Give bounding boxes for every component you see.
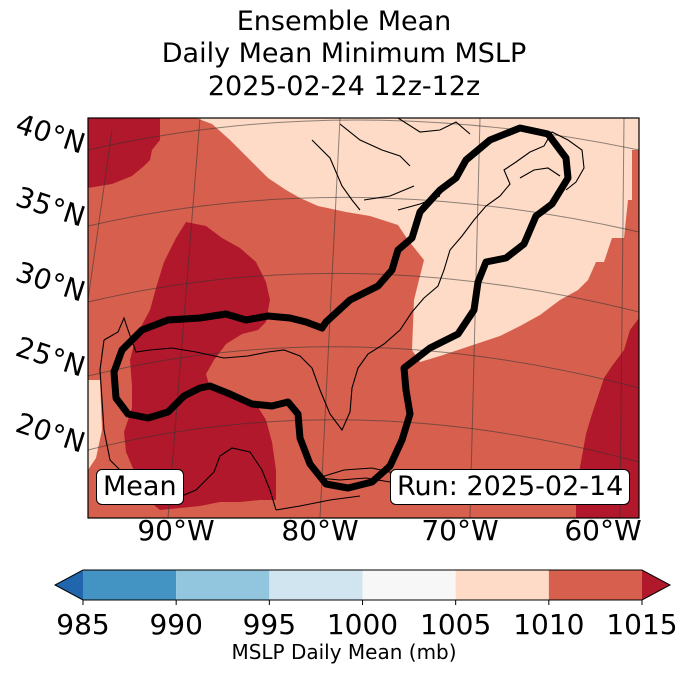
colorbar-bin-1000-1005: [362, 570, 456, 600]
mean-label-box: Mean: [96, 469, 184, 505]
coastline-hudson-bay: [397, 118, 471, 135]
lon-label-60w: 60°W: [564, 514, 641, 547]
colorbar-ticks: 985 990 995 1000 1005 1010 1015: [56, 600, 678, 641]
parallel-35n: [88, 196, 639, 233]
colorbar-axis-label: MSLP Daily Mean (mb): [231, 640, 457, 664]
chart-title-line-2: Daily Mean Minimum MSLP: [161, 38, 527, 69]
lat-label-20n: 20°N: [12, 406, 89, 459]
colorbar-tick-label-990: 990: [149, 608, 202, 641]
lat-labels: 40°N 35°N 30°N 25°N 20°N: [12, 107, 89, 459]
colorbar-tick-label-995: 995: [243, 608, 296, 641]
chart-title-line-1: Ensemble Mean: [236, 6, 452, 37]
lon-labels: 90°W 80°W 70°W 60°W: [137, 514, 641, 547]
contour-outline: [110, 124, 572, 492]
colorbar-extend-under: [55, 570, 83, 600]
coastline-central-america: [275, 495, 361, 511]
meridian-60w: [619, 118, 625, 518]
parallel-20n: [88, 419, 639, 463]
map-panel: [88, 118, 639, 518]
coastline-gulf-atlantic: [103, 195, 501, 432]
field-band-1005-1010-west: [88, 380, 102, 470]
colorbar-tick-label-1005: 1005: [420, 608, 491, 641]
lat-label-30n: 30°N: [12, 255, 89, 308]
colorbar-bin-990-995: [176, 570, 270, 600]
colorbar-tick-label-1015: 1015: [606, 608, 677, 641]
colorbar: [53, 569, 672, 601]
chart-title-line-3: 2025-02-24 12z-12z: [207, 71, 481, 102]
coastline-great-lakes: [311, 123, 441, 211]
colorbar-tick-label-1010: 1010: [513, 608, 584, 641]
lat-label-40n: 40°N: [12, 107, 89, 160]
colorbar-tick-label-1000: 1000: [327, 608, 398, 641]
lat-label-25n: 25°N: [12, 330, 89, 383]
colorbar-bin-1005-1010: [455, 570, 549, 600]
lat-label-35n: 35°N: [12, 180, 89, 233]
parallel-30n: [88, 272, 639, 313]
parallel-25n: [88, 346, 639, 389]
colorbar-bin-995-1000: [269, 570, 363, 600]
colorbar-bin-1010-1015: [548, 570, 642, 600]
map-frame: [87, 117, 640, 519]
meridian-100w: [88, 129, 113, 301]
colorbar-extend-over: [642, 570, 670, 600]
lon-label-90w: 90°W: [137, 514, 214, 547]
lon-label-80w: 80°W: [281, 514, 358, 547]
field-over-1015-east: [576, 318, 639, 518]
colorbar-tick-label-985: 985: [56, 608, 109, 641]
graticule: [88, 118, 639, 518]
meridian-70w: [469, 118, 481, 518]
lon-label-70w: 70°W: [421, 514, 498, 547]
field-band-1005-1010: [160, 118, 639, 362]
field-over-1015-gulf: [124, 222, 276, 510]
colorbar-bin-985-990: [83, 570, 177, 600]
run-date-label-box: Run: 2025-02-14: [390, 469, 631, 505]
coastline-mexico-yucatan: [99, 339, 277, 511]
